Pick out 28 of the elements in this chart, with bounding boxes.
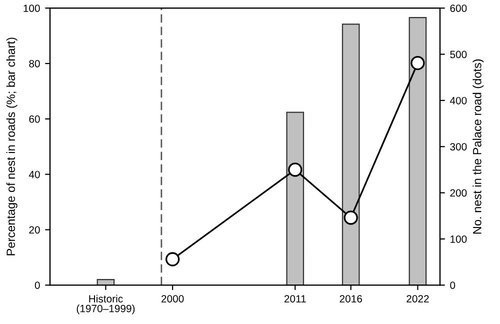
bar [342,24,360,286]
y-tick-label: 80 [29,60,40,68]
y2-tick-label: 600 [450,4,467,12]
x-tick-label: Historic (1970–1999) [76,294,135,314]
y2-tick-label: 500 [450,50,467,58]
y-axis-title: Percentage of nest in roads (%; bar chart) [6,38,18,256]
y2-tick-label: 300 [450,143,467,150]
point [410,56,425,70]
y-tick-label: 60 [29,115,40,123]
y-tick-label: 100 [24,4,40,12]
x-tick-label: 2011 [284,295,306,302]
bar [96,279,115,286]
x-tick-label: 2016 [340,295,362,302]
y2-tick-label: 0 [450,282,456,289]
point [165,252,180,266]
point [288,162,302,177]
bar [286,112,304,286]
x-tick-label: 2000 [162,295,184,302]
y-tick-label: 20 [29,226,40,234]
y-tick-label: 0 [34,282,40,289]
y2-tick-label: 400 [450,96,467,104]
bar [408,16,427,286]
y2-tick-label: 200 [450,189,467,197]
y2-tick-label: 100 [450,235,467,243]
point [344,210,358,225]
y2-axis-title: No. nest in the Palace road (dots) [472,59,484,234]
y-tick-label: 40 [28,170,40,178]
x-tick-label: 2022 [406,295,429,302]
